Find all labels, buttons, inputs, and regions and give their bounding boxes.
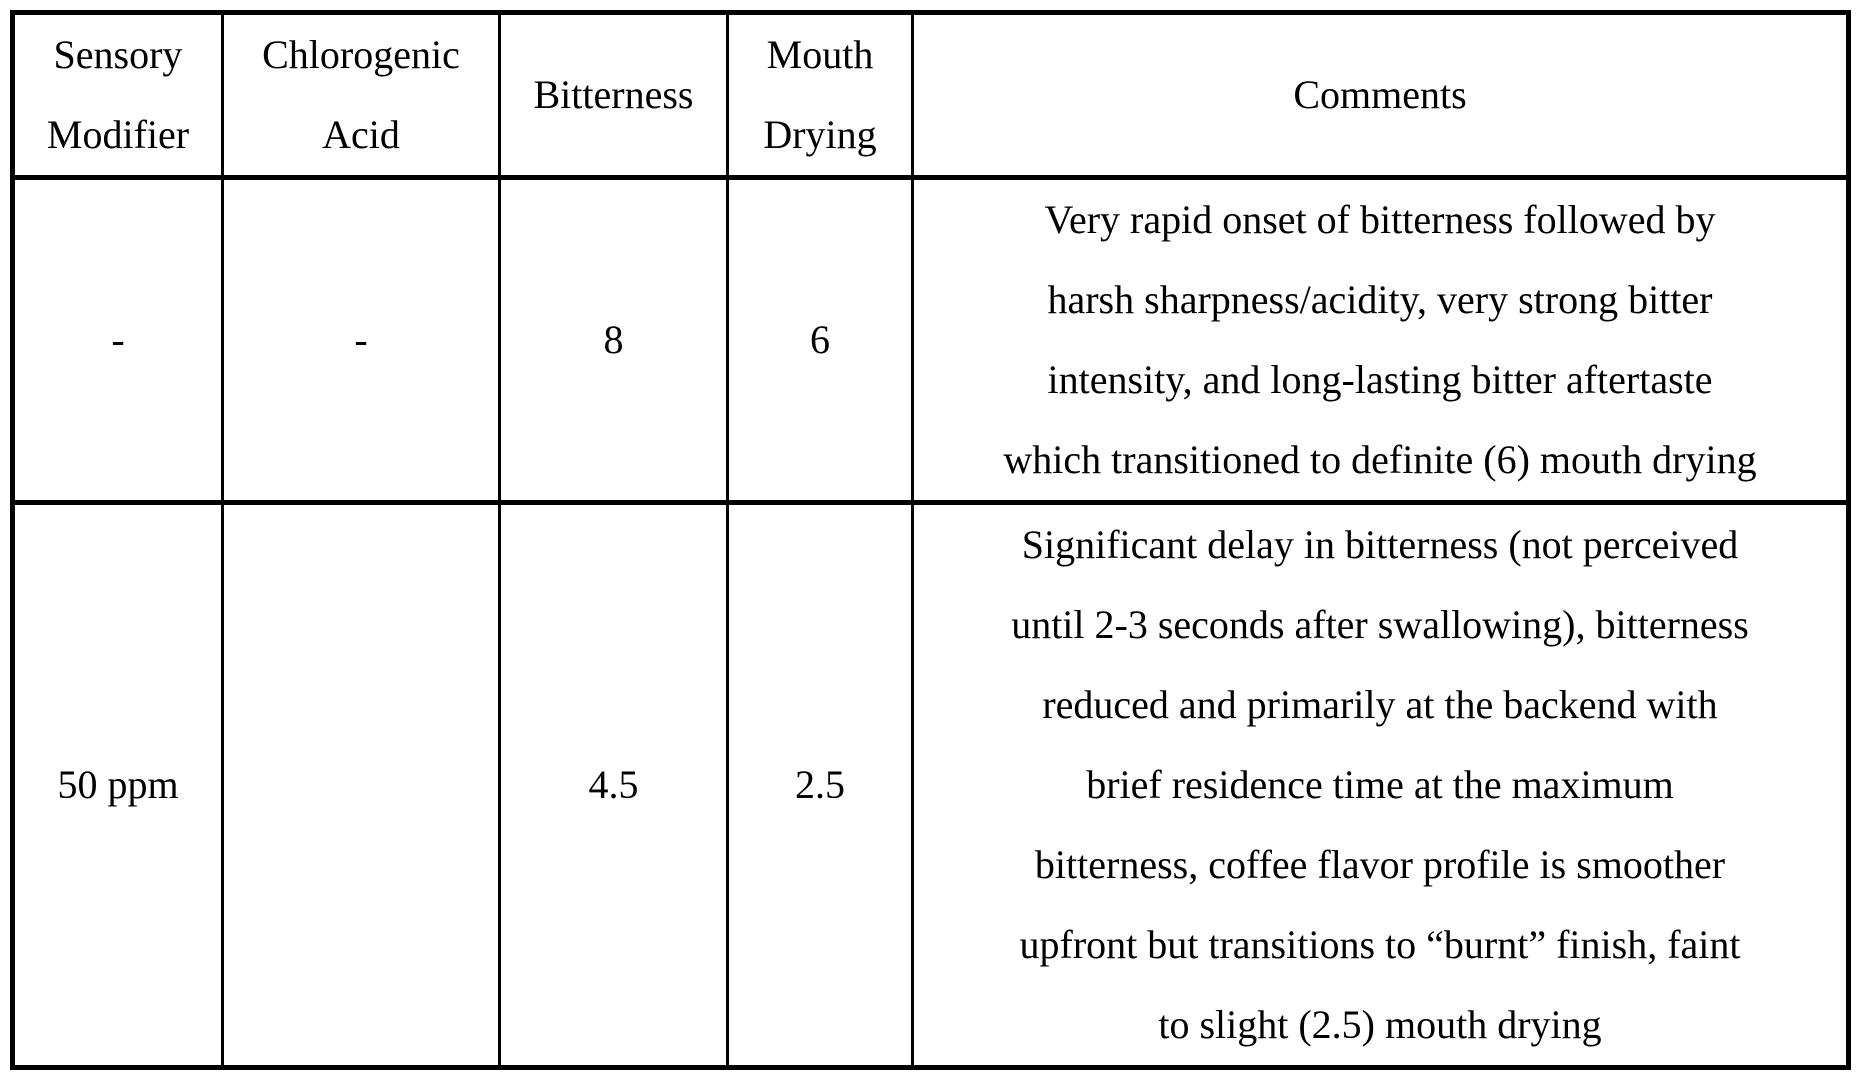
column-header-comments: Comments: [911, 11, 1850, 180]
sensory-evaluation-table: Sensory Modifier Chlorogenic Acid Bitter…: [10, 10, 1851, 1070]
cell-mouth-drying: 2.5: [726, 500, 914, 1069]
cell-mouth-drying: 6: [726, 175, 914, 504]
cell-sensory-modifier: 50 ppm: [11, 500, 224, 1069]
cell-chlorogenic-acid: [221, 500, 501, 1069]
cell-comments: Significant delay in bitterness (not per…: [911, 500, 1850, 1069]
header-row: Sensory Modifier Chlorogenic Acid Bitter…: [11, 11, 1850, 180]
cell-bitterness: 8: [498, 175, 729, 504]
cell-chlorogenic-acid: -: [221, 175, 501, 504]
cell-sensory-modifier: -: [11, 175, 224, 504]
column-header-sensory-modifier: Sensory Modifier: [11, 11, 224, 180]
column-header-chlorogenic-acid: Chlorogenic Acid: [221, 11, 501, 180]
cell-bitterness: 4.5: [498, 500, 729, 1069]
table-row-50ppm: 50 ppm 4.5 2.5 Significant delay in bitt…: [11, 500, 1850, 1069]
table-row-control: - - 8 6 Very rapid onset of bitterness f…: [11, 175, 1850, 504]
column-header-mouth-drying: Mouth Drying: [726, 11, 914, 180]
cell-comments: Very rapid onset of bitterness followed …: [911, 175, 1850, 504]
document-page: Sensory Modifier Chlorogenic Acid Bitter…: [10, 10, 1851, 1070]
column-header-bitterness: Bitterness: [498, 11, 729, 180]
